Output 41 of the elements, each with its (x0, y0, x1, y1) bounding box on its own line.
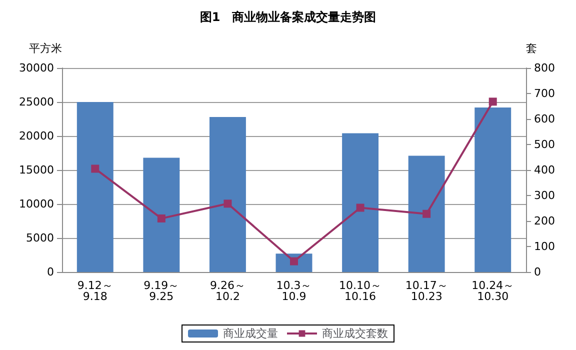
y-tick-label: 15000 (19, 164, 54, 176)
point (488, 98, 497, 106)
point (356, 204, 364, 212)
y-tick-label: 5000 (26, 232, 54, 244)
y2-tick-label: 0 (534, 266, 541, 278)
y2-tick-label: 800 (534, 62, 555, 74)
x-tick-label: 10.24～ 10.30 (472, 279, 514, 303)
y2-axis-title: 套 (526, 42, 537, 55)
legend-label: 商业成交量 (223, 327, 278, 340)
y2-tick-label: 400 (534, 164, 555, 176)
y2-tick-label: 200 (534, 214, 555, 228)
point (91, 164, 100, 173)
y2-tick-label: 700 (534, 87, 555, 100)
y2-tick-label: 100 (534, 240, 555, 253)
y-tick-label: 25000 (19, 96, 54, 108)
bar (408, 156, 445, 272)
y-tick-label: 30000 (19, 62, 54, 74)
bar (209, 116, 246, 272)
bar (76, 102, 114, 272)
y-axis-title: 平方米 (29, 42, 62, 55)
bar (342, 133, 379, 272)
y2-tick-label: 500 (534, 138, 555, 151)
x-tick-label: 9.12～ 9.18 (77, 279, 113, 303)
x-tick-label: 10.10～ 10.16 (339, 279, 382, 303)
y-tick-label: 10000 (19, 198, 54, 210)
bar (474, 107, 512, 272)
x-tick-label: 9.19～ 9.25 (144, 279, 180, 303)
point (290, 257, 298, 266)
x-tick-label: 10.3～ 10.9 (276, 279, 312, 303)
y2-tick-label: 300 (534, 189, 555, 202)
y-tick-label: 20000 (19, 130, 54, 142)
x-tick-label: 9.26～ 10.2 (210, 279, 246, 303)
point (224, 200, 232, 208)
bar (143, 158, 180, 272)
point (157, 214, 166, 222)
chart-title: 图1 商业物业备案成交量走势图 (200, 10, 376, 24)
legend-label: 商业成交套数 (322, 327, 388, 340)
y-tick-label: 0 (47, 266, 54, 278)
point (422, 210, 431, 218)
y2-tick-label: 600 (534, 112, 555, 126)
x-tick-label: 10.17～ 10.23 (405, 279, 448, 303)
